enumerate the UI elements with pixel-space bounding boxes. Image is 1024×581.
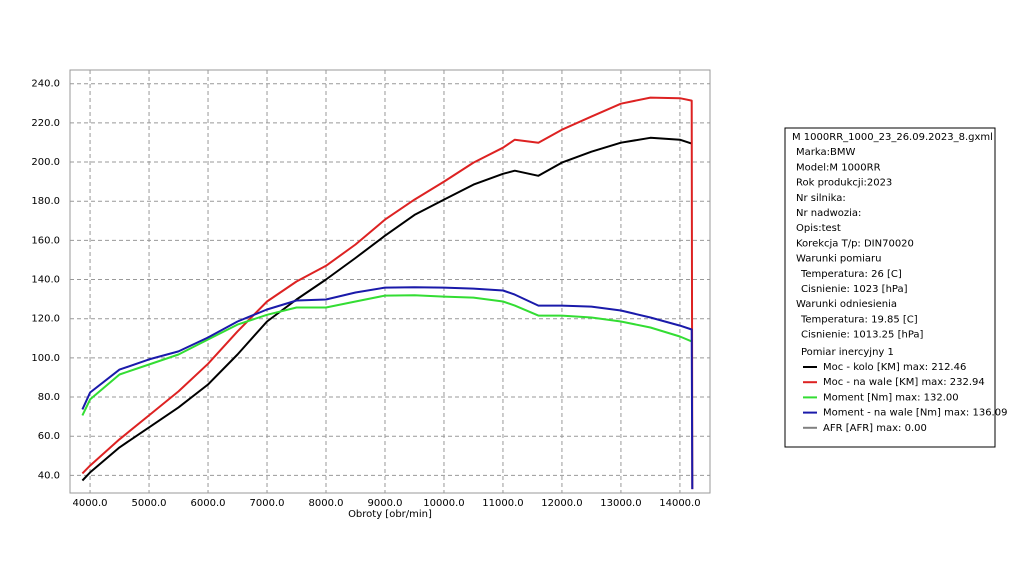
legend-info: Korekcja T/p: DIN70020 — [796, 238, 914, 249]
legend-section-title: Warunki odniesienia — [796, 299, 897, 310]
y-tick-label: 160.0 — [31, 235, 60, 246]
series-line — [81, 136, 693, 482]
x-tick-label: 4000.0 — [73, 498, 108, 509]
x-tick-label: 13000.0 — [600, 498, 641, 509]
legend-entry: Moment [Nm] max: 132.00 — [823, 392, 959, 403]
legend-entry: Moc - na wale [KM] max: 232.94 — [823, 377, 985, 388]
y-tick-label: 240.0 — [31, 79, 60, 90]
legend-info: Nr nadwozia: — [796, 208, 861, 219]
y-tick-label: 200.0 — [31, 157, 60, 168]
y-tick-label: 60.0 — [38, 431, 60, 442]
x-axis-label: Obroty [obr/min] — [348, 509, 432, 520]
legend-group: Pomiar inercyjny 1 — [801, 347, 894, 358]
y-tick-label: 140.0 — [31, 275, 60, 286]
legend-info: Marka:BMW — [796, 147, 855, 158]
x-tick-label: 12000.0 — [541, 498, 582, 509]
y-tick-label: 100.0 — [31, 353, 60, 364]
legend-info: Temperatura: 26 [C] — [800, 269, 902, 280]
x-tick-label: 14000.0 — [659, 498, 700, 509]
legend-info: Rok produkcji:2023 — [796, 178, 892, 189]
x-tick-label: 5000.0 — [132, 498, 167, 509]
x-tick-label: 10000.0 — [423, 498, 464, 509]
series-line — [81, 96, 694, 490]
series-line — [81, 294, 693, 416]
y-tick-label: 80.0 — [38, 392, 60, 403]
y-tick-label: 120.0 — [31, 314, 60, 325]
legend-entry: Moment - na wale [Nm] max: 136.09 — [823, 408, 1007, 419]
x-tick-label: 6000.0 — [191, 498, 226, 509]
legend-entry: Moc - kolo [KM] max: 212.46 — [823, 362, 966, 373]
legend-info: Cisnienie: 1023 [hPa] — [801, 284, 908, 295]
x-tick-label: 8000.0 — [309, 498, 344, 509]
legend-file: M 1000RR_1000_23_26.09.2023_8.gxml — [792, 132, 993, 143]
series-line — [81, 286, 694, 490]
legend-entry: AFR [AFR] max: 0.00 — [823, 423, 927, 434]
legend-section-title: Warunki pomiaru — [796, 254, 881, 265]
legend-info: Cisnienie: 1013.25 [hPa] — [801, 330, 924, 341]
legend-info: Temperatura: 19.85 [C] — [800, 314, 918, 325]
legend-info: Nr silnika: — [796, 193, 846, 204]
y-tick-label: 40.0 — [38, 470, 60, 481]
x-tick-label: 7000.0 — [250, 498, 285, 509]
plot-frame — [69, 69, 711, 494]
legend-info: Model:M 1000RR — [796, 162, 881, 173]
x-tick-label: 11000.0 — [482, 498, 523, 509]
legend-box — [784, 127, 996, 448]
y-tick-label: 180.0 — [31, 196, 60, 207]
x-tick-label: 9000.0 — [367, 498, 402, 509]
y-tick-label: 220.0 — [31, 118, 60, 129]
legend-info: Opis:test — [796, 223, 841, 234]
